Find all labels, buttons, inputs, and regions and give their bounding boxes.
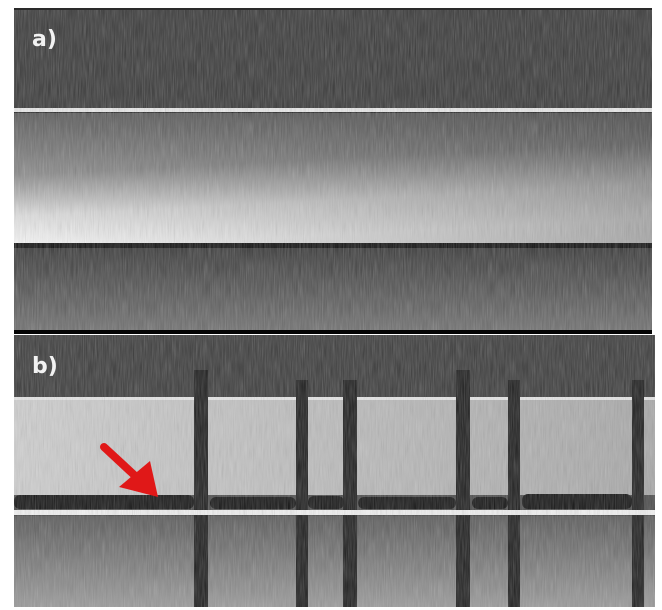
texture [14,335,655,607]
texture [14,10,652,332]
panel-label: a) [32,27,57,52]
figure: a) b) [0,0,662,610]
separator [14,330,652,334]
panel-label: b) [32,354,58,379]
page: a) b) (() => { const [0,0,662,610]
panel-a: a) [14,8,652,334]
panel-b: b) [14,335,655,607]
